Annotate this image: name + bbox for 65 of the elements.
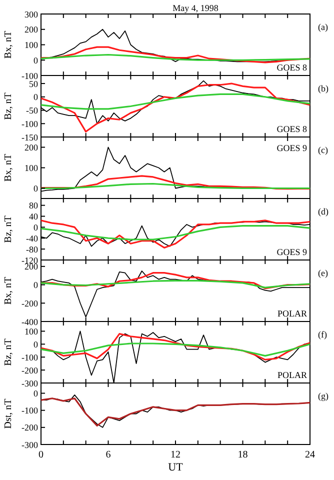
y-tick-label: 0 [34,339,38,350]
y-axis-title: Bx, nT [3,276,14,305]
y-tick-label: -120 [22,255,38,266]
line-series [41,280,310,288]
line-series [41,333,310,360]
annotation: GOES 9 [276,143,308,153]
x-axis-title: UT [168,462,184,474]
y-axis-title: Dst, nT [3,398,14,429]
y-tick-label: 50 [29,78,38,89]
y-axis-title: Bz, nT [3,338,14,366]
y-tick-label: -40 [26,233,38,244]
line-series [41,93,310,110]
y-tick-label: -200 [22,422,38,433]
line-series [41,175,310,190]
y-tick-label: -100 [22,118,38,129]
y-tick-label: -80 [26,244,38,254]
line-series [41,225,310,240]
text: (d) [318,206,328,216]
y-tick-label: 200 [24,24,38,35]
chart-title: May 4, 1998 [172,3,219,13]
x-tick-label: 6 [106,450,111,460]
y-tick-label: -200 [22,365,38,376]
annotation: GOES 8 [276,62,308,72]
y-tick-label: 0 [34,280,38,290]
y-tick-label: -100 [22,352,38,362]
y-tick-label: -300 [22,378,38,388]
y-axis-title: Bz, nT [3,216,14,243]
y-tick-label: 0 [34,55,38,66]
y-tick-label: -150 [22,132,38,142]
y-tick-label: -400 [22,316,38,327]
y-tick-label: 0 [34,184,38,194]
annotation: POLAR [277,308,307,318]
annotation: GOES 9 [276,247,308,257]
text: (b) [318,84,328,94]
y-tick-label: -200 [22,298,38,308]
y-tick-label: 0 [34,92,38,102]
y-axis-title: Bx, nT [3,154,14,182]
y-tick-label: 0 [34,222,38,232]
text: (f) [318,330,327,340]
y-tick-label: -100 [22,70,38,81]
x-tick-label: 12 [170,450,180,460]
y-tick-label: 200 [24,142,38,153]
y-tick-label: -50 [26,106,38,116]
y-tick-label: -100 [22,406,38,416]
text: (a) [318,22,328,32]
y-tick-label: 40 [29,212,38,222]
y-tick-label: 80 [29,200,38,211]
line-series [41,342,310,357]
x-tick-label: 24 [305,450,315,460]
line-series [41,82,310,132]
y-axis-title: Bx, nT [3,30,14,59]
text: (g) [318,391,328,401]
annotation: GOES 8 [276,124,308,134]
y-tick-label: 300 [24,9,38,20]
text: (c) [318,145,328,155]
y-tick-label: -300 [22,440,38,450]
y-tick-label: 100 [24,326,38,337]
y-tick-label: 100 [24,163,38,174]
y-tick-label: 0 [34,388,38,399]
annotation: POLAR [277,370,307,380]
text: (e) [318,268,328,278]
y-tick-label: 100 [24,40,38,50]
y-axis-title: Bz, nT [3,92,14,120]
line-series [41,272,310,290]
x-tick-label: 18 [238,450,248,460]
